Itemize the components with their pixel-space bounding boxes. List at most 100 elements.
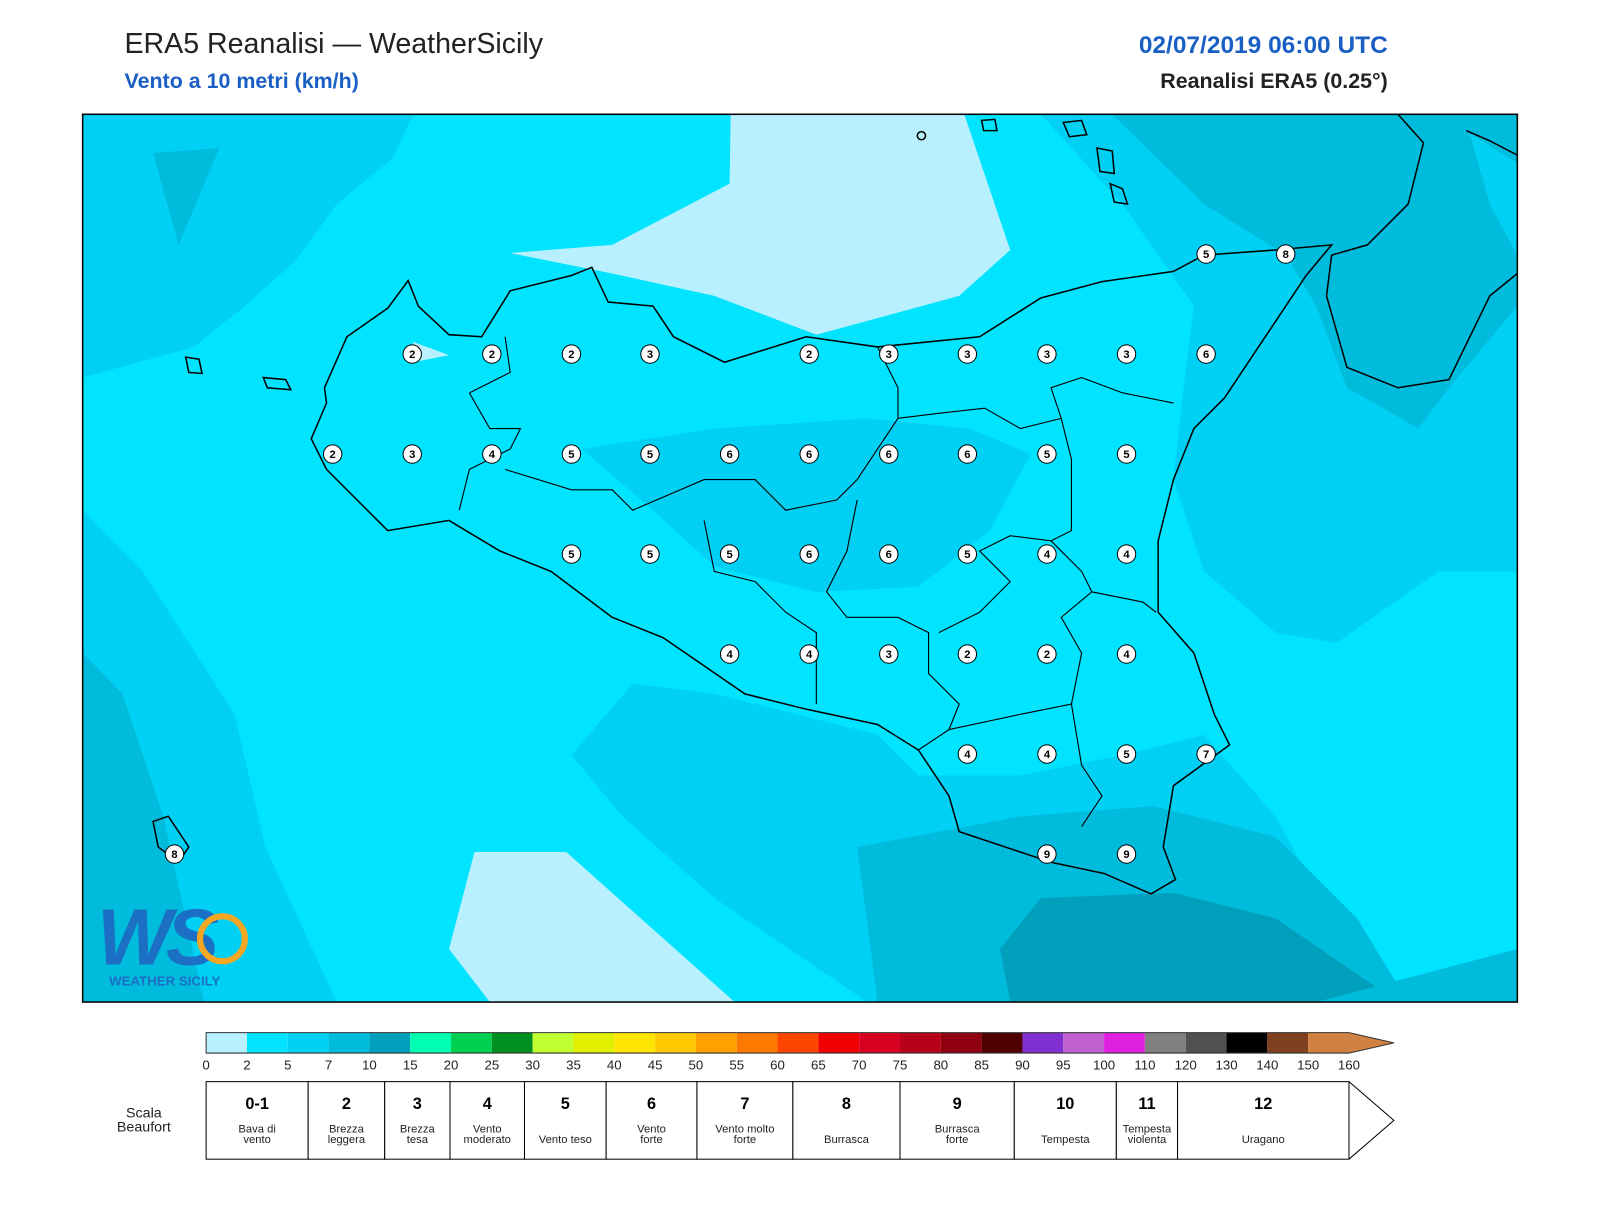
station-value: 5: [1123, 449, 1129, 461]
beaufort-box: [307, 1081, 386, 1160]
station-marker: [799, 444, 819, 464]
colorbar-segment: [818, 1032, 860, 1054]
shade: [581, 418, 1031, 592]
beaufort-label: Beaufort: [117, 1120, 171, 1136]
station-marker: [719, 444, 740, 464]
station-value: 8: [171, 849, 177, 861]
colorbar-tick-label: 95: [1056, 1057, 1071, 1072]
source: Reanalisi ERA5 (0.25°): [1160, 69, 1387, 93]
colorbar-segment: [859, 1032, 900, 1054]
beaufort-box: [792, 1081, 901, 1160]
station-value: 4: [726, 649, 733, 661]
beaufort-desc: Brezza: [329, 1124, 365, 1136]
coastline: [152, 114, 1518, 895]
station-value: 4: [1044, 749, 1051, 761]
beaufort-box: [696, 1081, 794, 1160]
title: ERA5 Reanalisi — WeatherSicily: [124, 28, 543, 60]
station-marker: [561, 344, 582, 364]
beaufort-force: 10: [1056, 1095, 1074, 1113]
station-marker: [719, 644, 740, 664]
beaufort-desc: Tempesta: [1123, 1124, 1172, 1136]
station-value: 3: [1123, 349, 1129, 361]
colorbar-segment: [981, 1032, 1023, 1054]
beaufort-box: [605, 1081, 698, 1160]
beaufort-box: [1115, 1081, 1179, 1160]
colorbar-segment: [451, 1032, 492, 1054]
station-value: 2: [568, 349, 574, 361]
beaufort-force: 7: [740, 1095, 749, 1113]
province-boundary: [458, 336, 1174, 827]
shade: [448, 852, 735, 1003]
station-marker: [1037, 444, 1057, 464]
station-marker: [640, 344, 660, 364]
map-frame: [81, 113, 1519, 1003]
station-marker: [640, 444, 660, 464]
colorbar: 0 2 5 7 10 15 20 25 30 35 40 45 50 55 60 65 70 75 80 85 90 95…: [202, 1032, 1394, 1072]
station-marker: [1037, 844, 1057, 864]
colorbar-tick-label: 50: [689, 1057, 704, 1072]
colorbar-segment: [1226, 1032, 1268, 1054]
beaufort-force: 12: [1254, 1095, 1272, 1113]
station-marker: [719, 544, 740, 564]
colorbar-tick-label: 35: [566, 1057, 581, 1072]
beaufort-desc: vento: [243, 1134, 270, 1146]
beaufort-desc: moderato: [464, 1134, 511, 1146]
colorbar-segment: [614, 1032, 656, 1054]
colorbar-tick-label: 120: [1175, 1057, 1197, 1072]
colorbar-segment: [573, 1032, 615, 1054]
shade: [510, 114, 1011, 335]
colorbar-tick-label: 150: [1297, 1057, 1319, 1072]
beaufort-desc: Brezza: [400, 1124, 436, 1136]
beaufort-box: [1013, 1081, 1117, 1160]
station-marker: [1037, 344, 1057, 364]
logo-sun: [196, 913, 248, 965]
station-marker: [482, 344, 502, 364]
beaufort-force: 6: [647, 1095, 656, 1113]
station-value: 3: [409, 449, 415, 461]
colorbar-segment: [900, 1032, 941, 1054]
station-marker: [482, 444, 502, 464]
beaufort-force: 9: [953, 1095, 962, 1113]
colorbar-tick-label: 25: [484, 1057, 499, 1072]
station-value: 6: [726, 449, 732, 461]
station-value: 2: [489, 349, 495, 361]
colorbar-segment: [1267, 1032, 1309, 1054]
station-value: 5: [1123, 749, 1129, 761]
station-value: 4: [1123, 549, 1130, 561]
stations: 2 2 2 3 2 3 3 3 3 6 2 3 4 5 5 6 6 6 6 5 5 5 5 5 6 6 5 4 4 4 4 3 2 2 4 4 4 5 7 9…: [164, 244, 1296, 864]
station-value: 2: [330, 449, 336, 461]
subtitle: Vento a 10 metri (km/h): [124, 69, 358, 93]
station-marker: [1116, 844, 1137, 864]
station-value: 3: [964, 349, 970, 361]
station-value: 2: [1044, 649, 1050, 661]
beaufort-desc: Uragano: [1242, 1134, 1285, 1146]
beaufort-desc: forte: [946, 1134, 968, 1146]
colorbar-segment: [1308, 1032, 1349, 1054]
station-marker: [957, 544, 978, 564]
station-marker: [1116, 744, 1137, 764]
beaufort-desc: forte: [734, 1134, 756, 1146]
beaufort-label: Scala: [126, 1105, 162, 1121]
colorbar-tick-label: 5: [284, 1057, 291, 1072]
colorbar-segment: [532, 1032, 574, 1054]
beaufort-box: [384, 1081, 451, 1160]
station-value: 9: [1044, 849, 1050, 861]
station-marker: [1037, 544, 1057, 564]
colorbar-tick-label: 65: [811, 1057, 826, 1072]
colorbar-tick-label: 160: [1338, 1057, 1360, 1072]
colorbar-tick-label: 55: [729, 1057, 744, 1072]
colorbar-tick-label: 75: [893, 1057, 908, 1072]
station-marker: [561, 444, 582, 464]
beaufort-desc: Vento: [473, 1124, 502, 1136]
colorbar-segment: [1022, 1032, 1064, 1054]
colorbar-tick-label: 0: [202, 1057, 209, 1072]
station-value: 9: [1123, 849, 1129, 861]
beaufort-force: 5: [561, 1095, 570, 1113]
colorbar-segment: [491, 1032, 533, 1054]
colorbar-tick-label: 130: [1215, 1057, 1237, 1072]
colorbar-tick-label: 40: [607, 1057, 622, 1072]
station-marker: [879, 644, 899, 664]
beaufort-desc: Tempesta: [1041, 1134, 1090, 1146]
